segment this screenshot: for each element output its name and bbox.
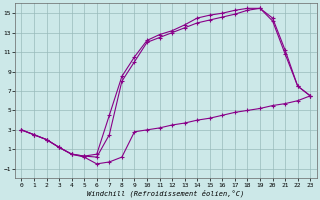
X-axis label: Windchill (Refroidissement éolien,°C): Windchill (Refroidissement éolien,°C) bbox=[87, 189, 244, 197]
